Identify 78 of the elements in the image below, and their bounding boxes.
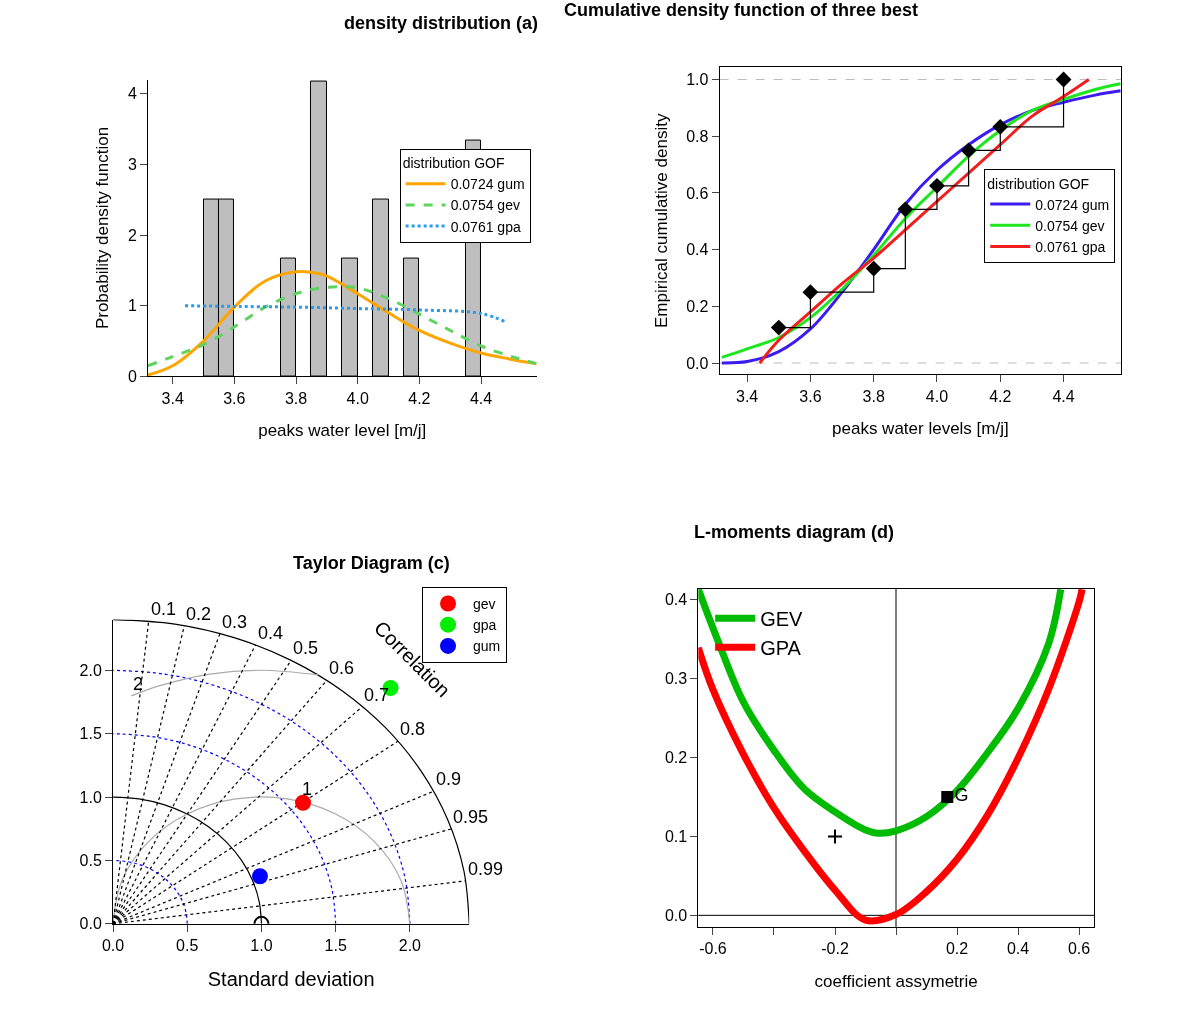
y-tick-label: 0.0 bbox=[79, 915, 102, 933]
x-tick-label: 0.5 bbox=[176, 937, 199, 955]
legend-label: 0.0754 gev bbox=[450, 197, 520, 214]
legend-title: distribution GOF bbox=[987, 175, 1090, 192]
x-axis-title: coefficient assymetrie bbox=[814, 971, 978, 991]
y-tick-label: 0.0 bbox=[664, 906, 688, 924]
y-tick-label: 0.8 bbox=[686, 127, 709, 145]
y-tick-label: 1.0 bbox=[79, 788, 102, 806]
x-tick-label: 1.5 bbox=[324, 937, 347, 955]
x-tick-label: 0.2 bbox=[945, 940, 969, 958]
annotation: 0.95 bbox=[453, 807, 489, 827]
x-tick-label: 2.0 bbox=[398, 937, 422, 955]
chart-title: density distribution (a) bbox=[344, 13, 539, 33]
annotation: 0.5 bbox=[293, 638, 319, 658]
y-tick-label: 0.5 bbox=[79, 852, 102, 870]
y-axis-title: Probability density function bbox=[93, 126, 113, 330]
x-tick-label: 4.2 bbox=[989, 387, 1012, 405]
legend-label: 0.0754 gev bbox=[1035, 217, 1105, 234]
annotation: 0.99 bbox=[468, 859, 504, 879]
annotation: 0.4 bbox=[258, 623, 284, 643]
x-tick-label: 0.0 bbox=[101, 937, 125, 955]
chart-title: L-moments diagram (d) bbox=[694, 522, 895, 542]
y-tick-label: 0.6 bbox=[686, 184, 709, 202]
chart-title: Cumulative density function of three best bbox=[564, 0, 919, 20]
y-tick-label: 1 bbox=[127, 297, 137, 315]
y-tick-label: 1.5 bbox=[79, 725, 102, 743]
legend-label: GPA bbox=[760, 637, 802, 660]
y-tick-label: 2.0 bbox=[79, 661, 102, 679]
x-tick-label: 3.8 bbox=[862, 387, 885, 405]
annotation: 0.8 bbox=[400, 719, 426, 739]
y-tick-label: 3 bbox=[127, 155, 137, 173]
x-tick-label: 4.0 bbox=[346, 389, 369, 407]
y-tick-label: 0.0 bbox=[686, 354, 709, 372]
x-tick-label: 0.6 bbox=[1067, 940, 1091, 958]
annotation: 0.1 bbox=[151, 599, 177, 619]
annotation: 0.3 bbox=[222, 612, 248, 632]
chart-title: Taylor Diagram (c) bbox=[293, 553, 450, 573]
y-tick-label: 2 bbox=[127, 226, 137, 244]
y-tick-label: 4 bbox=[127, 85, 137, 103]
legend-label: GEV bbox=[760, 608, 804, 631]
annotation: 0.9 bbox=[436, 769, 462, 789]
x-tick-label: 4.0 bbox=[925, 387, 949, 405]
x-tick-label: 4.2 bbox=[408, 389, 431, 407]
y-tick-label: 0 bbox=[127, 367, 137, 385]
x-tick-label: 3.6 bbox=[223, 389, 246, 407]
x-axis-title: Standard deviation bbox=[207, 967, 375, 990]
legend-label: 0.0761 gpa bbox=[450, 218, 521, 235]
legend-label: gev bbox=[473, 595, 496, 612]
legend-label: gpa bbox=[473, 617, 497, 634]
x-tick-label: 4.4 bbox=[469, 389, 493, 407]
x-tick-label: 3.8 bbox=[284, 389, 308, 407]
y-tick-label: 0.1 bbox=[664, 828, 688, 845]
legend-label: gum bbox=[473, 638, 501, 655]
y-tick-label: 1.0 bbox=[686, 71, 709, 89]
x-tick-label: -0.2 bbox=[821, 940, 849, 958]
annotation: 0.6 bbox=[329, 658, 355, 678]
x-tick-label: 1.0 bbox=[250, 937, 273, 955]
annotation: 1 bbox=[302, 779, 313, 799]
x-axis-title: peaks water levels [m/j] bbox=[832, 418, 1009, 438]
y-tick-label: 0.4 bbox=[664, 591, 688, 609]
annotation: 0.2 bbox=[186, 604, 212, 624]
y-tick-label: 0.2 bbox=[664, 749, 688, 767]
x-tick-label: 3.4 bbox=[161, 389, 184, 407]
x-tick-label: 3.4 bbox=[736, 387, 759, 405]
y-tick-label: 0.4 bbox=[686, 241, 709, 259]
x-axis-title: peaks water level [m/j] bbox=[258, 420, 427, 440]
legend-label: 0.0761 gpa bbox=[1035, 238, 1106, 255]
y-tick-label: 0.3 bbox=[664, 670, 688, 688]
legend-label: 0.0724 gum bbox=[1035, 196, 1110, 213]
x-tick-label: -0.6 bbox=[699, 940, 727, 958]
x-tick-label: 0.4 bbox=[1006, 940, 1030, 958]
x-tick-label: 3.6 bbox=[799, 387, 822, 405]
y-axis-title: Empirical cumulative density bbox=[651, 113, 671, 329]
data-label: G bbox=[954, 785, 969, 806]
legend-title: distribution GOF bbox=[402, 155, 505, 172]
x-tick-label: 4.4 bbox=[1052, 387, 1075, 405]
y-tick-label: 0.2 bbox=[686, 297, 709, 315]
legend-label: 0.0724 gum bbox=[450, 176, 525, 193]
